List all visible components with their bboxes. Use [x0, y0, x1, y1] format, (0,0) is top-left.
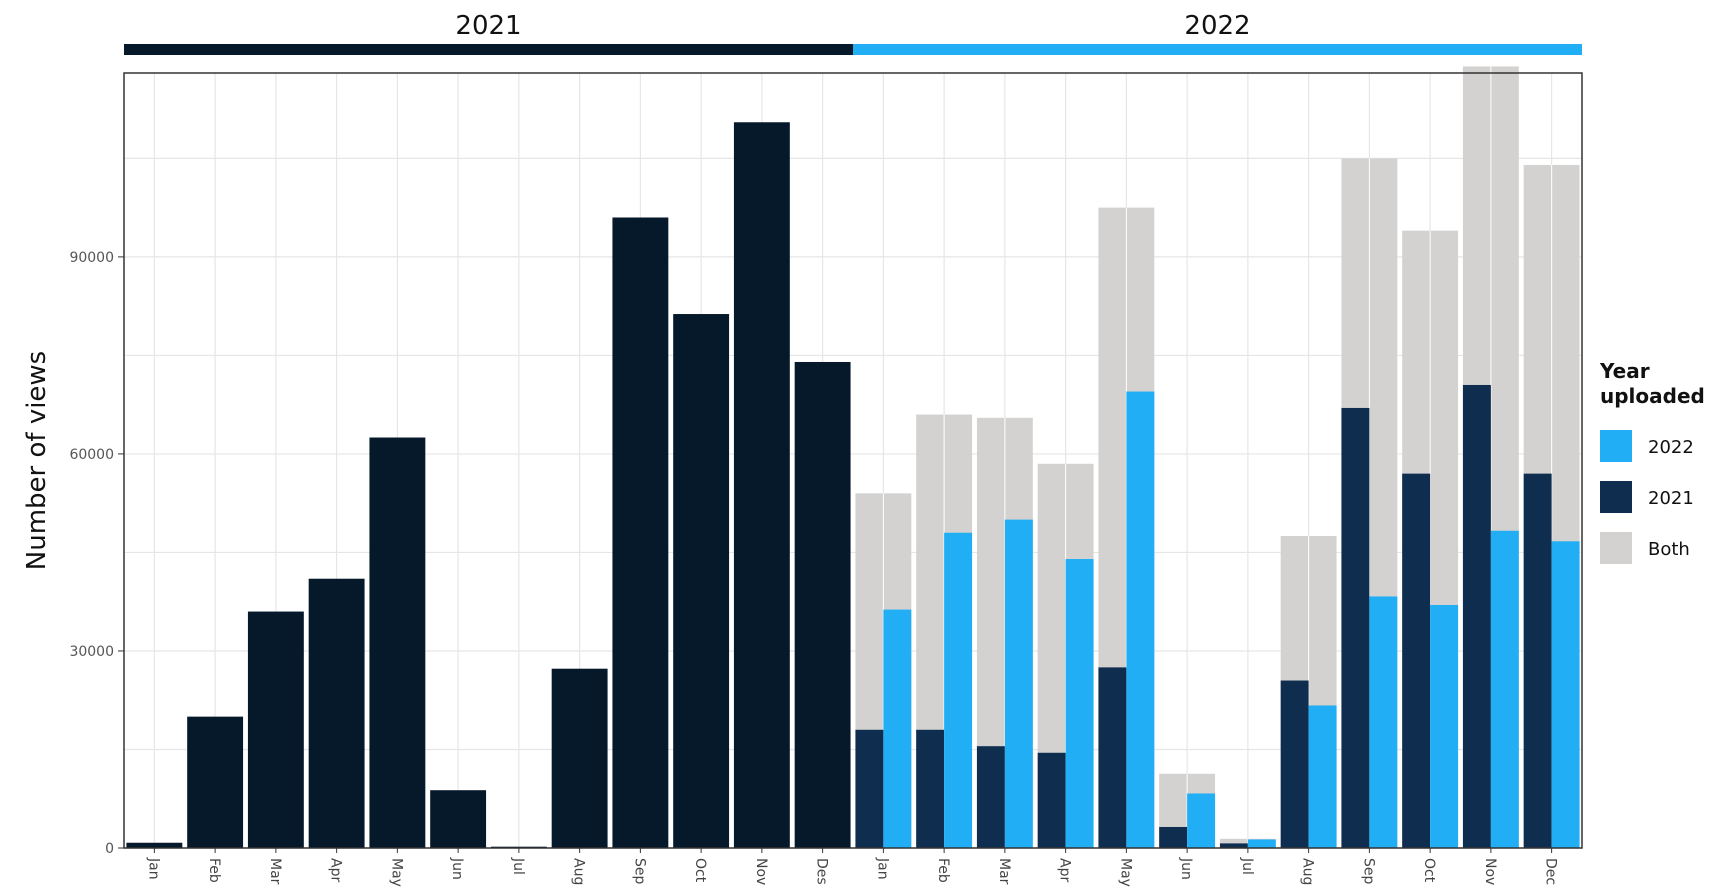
x-tick-label: Jul: [1239, 857, 1255, 875]
x-tick-label: Jul: [510, 857, 526, 875]
bar-2022: [1490, 530, 1519, 848]
bar-2022: [1369, 596, 1398, 848]
y-tick-label: 30000: [69, 644, 114, 660]
bar-2022: [1187, 793, 1216, 848]
bar-2021: [1402, 473, 1431, 848]
bar-2021: [673, 314, 730, 848]
x-tick-label: Jan: [874, 857, 890, 880]
bar-2021: [247, 611, 304, 848]
x-tick-label: Mar: [996, 858, 1012, 885]
y-tick-label: 90000: [69, 250, 114, 266]
bar-2022: [1126, 391, 1155, 848]
legend-label: Both: [1648, 539, 1690, 560]
x-tick-label: Feb: [206, 858, 222, 883]
x-tick-label: Oct: [692, 858, 708, 883]
bar-2021: [308, 578, 365, 848]
legend-title: Year: [1599, 359, 1650, 383]
bar-2022: [1004, 519, 1033, 848]
bar-2021: [551, 668, 608, 848]
x-tick-label: Sep: [1360, 858, 1376, 885]
bar-2021: [126, 842, 183, 848]
legend: Year uploaded 2022 2021 Both: [1599, 359, 1705, 564]
x-tick-label: Nov: [753, 858, 769, 885]
bar-2021: [976, 746, 1005, 848]
legend-label: 2021: [1648, 488, 1694, 509]
y-tick-label: 0: [105, 841, 114, 857]
bar-2022: [1247, 839, 1276, 848]
year-group-label: 2021: [455, 11, 521, 41]
year-group-bar: [853, 44, 1582, 55]
x-tick-label: Apr: [328, 858, 344, 882]
x-tick-label: Apr: [1057, 858, 1073, 882]
bar-2022: [1430, 604, 1459, 848]
bar-2022: [944, 532, 973, 848]
bar-2022: [1308, 705, 1337, 848]
x-tick-label: Aug: [1300, 858, 1316, 885]
x-axis-ticks: Jan Feb Mar Apr May Jun Jul Aug Sep Oct Nov Des Jan F…: [145, 848, 1559, 887]
x-tick-label: Jan: [145, 857, 161, 880]
x-tick-label: May: [388, 858, 404, 887]
bar-2021: [430, 790, 487, 848]
y-tick-label: 60000: [69, 447, 114, 463]
bar-2021: [1341, 407, 1370, 848]
bar-2021: [1219, 843, 1248, 848]
bar-2021: [916, 729, 945, 848]
y-axis-ticks: 0 30000 60000 90000: [69, 250, 124, 857]
legend-swatch: [1600, 532, 1632, 564]
legend-title-line2: uploaded: [1600, 384, 1705, 408]
x-tick-label: Aug: [571, 858, 587, 885]
x-tick-label: Des: [814, 858, 830, 885]
bar-2022: [1065, 559, 1094, 848]
bar-2022: [1551, 541, 1580, 848]
x-tick-label: Feb: [935, 858, 951, 883]
bar-2022: [883, 609, 912, 848]
bar-2021: [187, 716, 244, 848]
x-tick-label: Dec: [1543, 858, 1559, 885]
bar-2021: [1037, 752, 1066, 848]
x-tick-label: Mar: [267, 858, 283, 885]
year-group-label: 2022: [1184, 11, 1250, 41]
bar-2021: [612, 217, 669, 849]
x-tick-label: Nov: [1482, 858, 1498, 885]
bar-2021: [1159, 826, 1188, 848]
bar-2021: [369, 437, 426, 848]
bar-2021: [733, 122, 790, 848]
bar-2021: [855, 729, 884, 848]
bar-2021: [794, 361, 851, 848]
legend-swatch: [1600, 430, 1632, 462]
x-tick-label: Sep: [631, 858, 647, 885]
bars: [126, 66, 1580, 849]
x-tick-label: Jun: [1178, 857, 1194, 880]
bar-2021: [1523, 473, 1552, 848]
legend-items: 2022 2021 Both: [1600, 430, 1694, 564]
bar-2021: [1280, 680, 1309, 848]
bar-2021: [1462, 384, 1491, 848]
x-tick-label: Oct: [1421, 858, 1437, 883]
x-tick-label: Jun: [449, 857, 465, 880]
y-axis-label: Number of views: [22, 351, 52, 570]
x-tick-label: May: [1117, 858, 1133, 887]
year-group-bar: [124, 44, 853, 55]
bar-2021: [1098, 667, 1127, 848]
plot-panel-border: [123, 72, 1583, 849]
year-group-header: 2021 2022: [124, 11, 1582, 55]
legend-label: 2022: [1648, 437, 1694, 458]
legend-swatch: [1600, 481, 1632, 513]
